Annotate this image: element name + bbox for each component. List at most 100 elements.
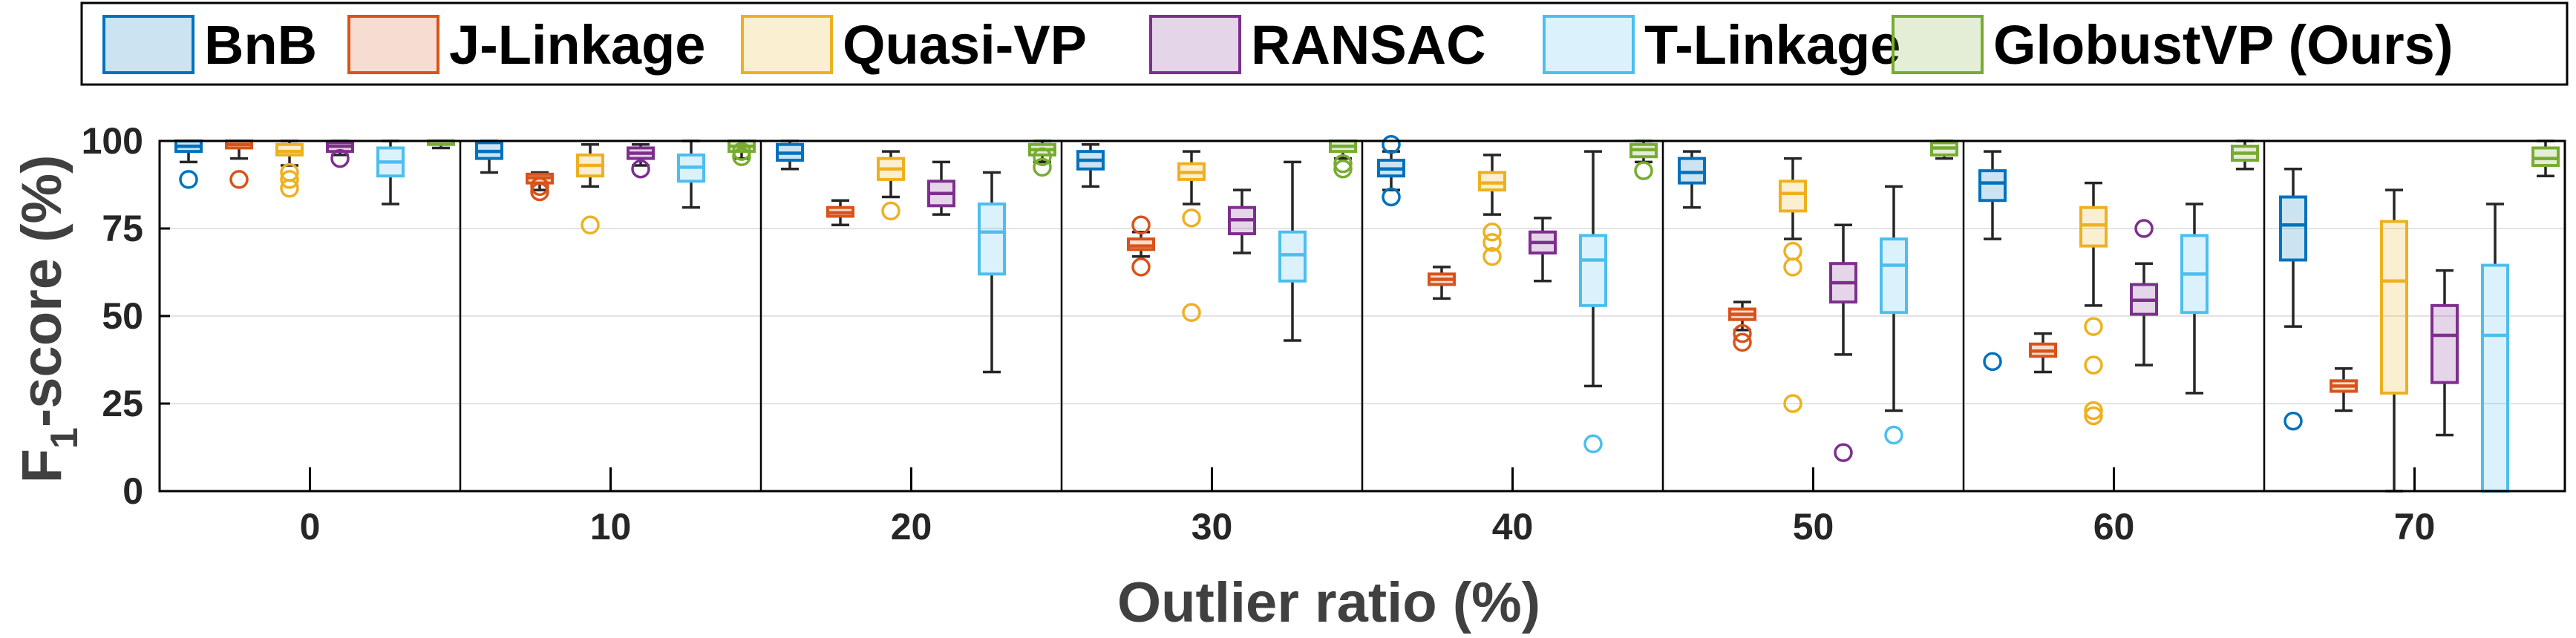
legend-label-5: GlobustVP (Ours) xyxy=(1993,14,2453,76)
outlier-point xyxy=(1983,352,2002,372)
box-j-linkage-30 xyxy=(1127,215,1155,277)
y-axis-label-main: F xyxy=(10,449,73,483)
outlier-point xyxy=(1482,247,1502,266)
box-quasi-vp-50 xyxy=(1779,157,1807,413)
legend-label-4: T-Linkage xyxy=(1644,14,1900,76)
box-quasi-vp-20 xyxy=(877,150,905,221)
legend-swatch-2 xyxy=(741,15,833,74)
x-tick-label: 40 xyxy=(1492,506,1534,547)
outlier-point xyxy=(1382,134,1401,154)
box-ransac-50 xyxy=(1829,223,1857,462)
outlier-point xyxy=(732,142,751,161)
outlier-point xyxy=(1583,434,1603,454)
legend-label-3: RANSAC xyxy=(1251,14,1486,76)
box-body xyxy=(1880,237,1908,315)
outlier-point xyxy=(2084,401,2103,421)
outlier-point xyxy=(1733,323,1752,343)
box-bnb-60 xyxy=(1978,150,2007,372)
box-bnb-50 xyxy=(1678,150,1706,209)
x-tick-label: 30 xyxy=(1191,506,1233,547)
outlier-point xyxy=(179,170,198,189)
outlier-point xyxy=(581,215,600,235)
box-globustvp-ours--20 xyxy=(1028,139,1056,177)
outlier-point xyxy=(1783,241,1802,261)
outlier-point xyxy=(1131,257,1151,277)
legend: BnB J-Linkage Quasi-VP RANSAC T-Linkage Globu… xyxy=(80,1,2569,86)
box-j-linkage-40 xyxy=(1428,266,1456,300)
outlier-point xyxy=(1033,157,1052,177)
outlier-point xyxy=(1182,208,1201,228)
outlier-point xyxy=(530,177,549,197)
box-body xyxy=(2380,220,2408,395)
box-body xyxy=(1478,171,1506,192)
box-globustvp-ours--10 xyxy=(728,139,756,166)
box-body xyxy=(2430,303,2459,384)
box-globustvp-ours--30 xyxy=(1329,139,1357,179)
y-tick-label: 75 xyxy=(102,208,143,249)
axes: 0 25 50 75 100 0 10 20 30 40 50 60 70 xyxy=(82,120,2566,547)
outlier-point xyxy=(1482,222,1502,242)
box-ransac-30 xyxy=(1228,188,1256,254)
box-ransac-70 xyxy=(2430,269,2459,437)
box-j-linkage-70 xyxy=(2330,367,2358,412)
box-bnb-70 xyxy=(2279,168,2307,431)
outlier-point xyxy=(2084,355,2103,375)
legend-swatch-1 xyxy=(347,15,439,74)
legend-swatch-0 xyxy=(102,15,194,74)
outlier-point xyxy=(280,170,299,189)
outlier-point xyxy=(1783,394,1802,413)
outlier-point xyxy=(1131,215,1151,235)
outlier-point xyxy=(2084,317,2103,336)
svg-text:F1-score (%): F1-score (%) xyxy=(10,155,86,484)
outlier-point xyxy=(1482,233,1502,252)
y-tick-label: 50 xyxy=(102,295,143,337)
outlier-point xyxy=(530,182,549,202)
box-quasi-vp-60 xyxy=(2079,181,2108,426)
legend-label-2: Quasi-VP xyxy=(843,14,1087,76)
outlier-point xyxy=(1634,161,1653,180)
box-j-linkage-60 xyxy=(2029,332,2057,374)
box-bnb-10 xyxy=(475,139,503,174)
outlier-point xyxy=(881,201,900,221)
legend-frame xyxy=(80,1,2569,86)
y-axis-label-subscript: 1 xyxy=(43,427,86,449)
box-body xyxy=(978,202,1006,276)
box-t-linkage-30 xyxy=(1278,160,1307,342)
box-bnb-0 xyxy=(174,139,203,189)
box-quasi-vp-0 xyxy=(275,139,304,198)
outlier-point xyxy=(2134,219,2154,238)
legend-swatch-5 xyxy=(1892,15,1984,74)
outlier-point xyxy=(1783,257,1802,277)
box-t-linkage-60 xyxy=(2180,203,2209,395)
box-quasi-vp-70 xyxy=(2380,188,2408,493)
box-body xyxy=(2481,263,2509,493)
box-ransac-10 xyxy=(627,142,655,179)
box-t-linkage-20 xyxy=(978,171,1006,374)
box-t-linkage-50 xyxy=(1880,185,1908,445)
box-ransac-0 xyxy=(326,139,354,168)
box-globustvp-ours--40 xyxy=(1629,139,1658,180)
box-globustvp-ours--70 xyxy=(2531,139,2560,177)
legend-swatch-4 xyxy=(1543,15,1635,74)
box-globustvp-ours--60 xyxy=(2231,139,2259,171)
box-bnb-40 xyxy=(1377,134,1405,207)
outlier-point xyxy=(1182,303,1201,323)
box-body xyxy=(2079,205,2108,248)
box-quasi-vp-40 xyxy=(1478,154,1506,266)
outlier-point xyxy=(1834,443,1853,462)
legend-swatch-3 xyxy=(1149,15,1241,74)
y-axis-label-group: F1-score (%) xyxy=(10,155,86,484)
x-tick-label: 10 xyxy=(590,506,632,547)
outlier-point xyxy=(2084,406,2103,426)
box-t-linkage-0 xyxy=(376,139,405,205)
box-j-linkage-20 xyxy=(826,199,854,227)
box-body xyxy=(1978,169,2007,203)
box-bnb-30 xyxy=(1076,142,1105,188)
y-tick-label: 0 xyxy=(122,470,143,512)
x-tick-label: 60 xyxy=(2093,506,2135,547)
outlier-point xyxy=(1333,154,1353,174)
outlier-point xyxy=(1033,147,1052,166)
box-body xyxy=(1278,230,1307,283)
box-j-linkage-0 xyxy=(225,139,253,189)
outlier-point xyxy=(1333,160,1353,179)
